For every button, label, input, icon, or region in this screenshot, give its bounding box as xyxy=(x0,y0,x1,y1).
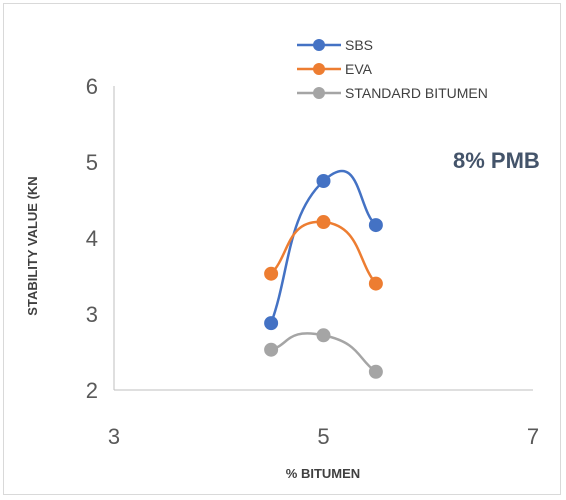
series-standard-bitumen xyxy=(264,328,383,379)
y-tick-label: 4 xyxy=(86,226,98,251)
y-tick-label: 3 xyxy=(86,302,98,327)
x-tick-label: 3 xyxy=(108,424,120,449)
data-point xyxy=(368,218,383,233)
x-axis-title: % BITUMEN xyxy=(286,466,360,481)
legend: SBS EVA STANDARD BITUMEN xyxy=(297,37,488,101)
data-point xyxy=(264,342,279,357)
axes xyxy=(113,86,533,391)
legend-marker xyxy=(313,87,325,99)
data-point xyxy=(368,364,383,379)
series-line xyxy=(270,220,377,285)
data-point xyxy=(264,316,279,331)
series-sbs xyxy=(264,169,383,331)
data-point xyxy=(368,276,383,291)
legend-label: SBS xyxy=(345,37,373,53)
legend-item: EVA xyxy=(297,61,373,77)
chart-frame xyxy=(3,3,561,495)
x-tick-labels: 3 5 7 xyxy=(108,424,539,449)
x-tick-label: 5 xyxy=(317,424,329,449)
data-point xyxy=(316,215,331,230)
chart-annotation: 8% PMB xyxy=(453,148,540,173)
y-tick-label: 2 xyxy=(86,378,98,403)
legend-marker xyxy=(313,39,325,51)
series-layer xyxy=(264,169,383,379)
y-tick-labels: 2 3 4 5 6 xyxy=(86,74,98,403)
legend-item: STANDARD BITUMEN xyxy=(297,85,488,101)
data-point xyxy=(316,328,331,343)
data-point xyxy=(264,266,279,281)
x-tick-label: 7 xyxy=(527,424,539,449)
y-tick-label: 6 xyxy=(86,74,98,99)
legend-item: SBS xyxy=(297,37,373,53)
y-tick-label: 5 xyxy=(86,150,98,175)
data-point xyxy=(316,174,331,188)
legend-label: STANDARD BITUMEN xyxy=(345,85,488,101)
legend-marker xyxy=(313,63,325,75)
y-axis-title: STABILITY VALUE (KN xyxy=(25,176,40,315)
legend-label: EVA xyxy=(345,61,373,77)
series-eva xyxy=(264,215,383,291)
